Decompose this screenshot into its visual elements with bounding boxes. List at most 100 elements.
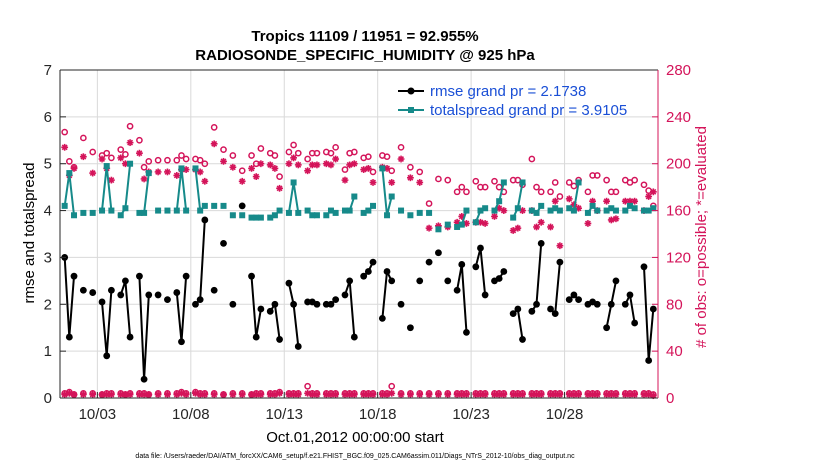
evaluated-obs-point xyxy=(514,391,522,398)
y-left-tick-label: 0 xyxy=(44,390,52,407)
totalspread-point xyxy=(365,207,372,214)
evaluated-obs-point xyxy=(70,165,78,172)
evaluated-marker-stroke xyxy=(164,168,171,175)
evaluated-obs-point xyxy=(416,179,424,186)
evaluated-marker-stroke xyxy=(519,207,526,214)
y-left-tick-label: 3 xyxy=(44,249,52,266)
evaluated-obs-point xyxy=(500,391,508,398)
rmse-point xyxy=(537,239,545,247)
totalspread-point xyxy=(80,209,87,216)
rmse-point xyxy=(229,300,237,308)
evaluated-obs-point xyxy=(369,179,377,186)
evaluated-marker-stroke xyxy=(276,185,283,192)
evaluated-marker-stroke xyxy=(514,225,521,232)
totalspread-point xyxy=(491,207,498,214)
evaluated-marker-stroke xyxy=(496,391,503,398)
rmse-point xyxy=(565,296,573,303)
evaluated-obs-point xyxy=(98,155,106,163)
evaluated-marker-stroke xyxy=(626,198,633,205)
totalspread-point xyxy=(103,163,110,170)
evaluated-marker-stroke xyxy=(407,391,414,398)
evaluated-obs-point xyxy=(547,391,554,398)
possible-obs-point xyxy=(145,158,153,165)
totalspread-point xyxy=(257,214,264,221)
evaluated-marker-stroke xyxy=(641,391,647,398)
totalspread-point xyxy=(650,205,657,212)
totalspread-point xyxy=(645,207,652,214)
evaluated-marker-stroke xyxy=(71,391,77,398)
evaluated-obs-point xyxy=(285,391,293,398)
evaluated-obs-point xyxy=(463,391,470,398)
evaluated-marker-stroke xyxy=(444,391,451,398)
evaluated-marker-stroke xyxy=(528,391,535,398)
y-left-tick-label: 6 xyxy=(44,109,52,126)
evaluated-marker-stroke xyxy=(491,213,498,220)
evaluated-obs-point xyxy=(290,154,297,162)
totalspread-point xyxy=(538,202,545,209)
y-axis-right-label: # of obs: o=possible; *=evaluated xyxy=(693,126,710,348)
evaluated-marker-stroke xyxy=(388,179,395,186)
evaluated-marker-stroke xyxy=(197,168,204,175)
evaluated-obs-point xyxy=(79,153,87,161)
possible-obs-point xyxy=(593,172,601,179)
possible-obs-point xyxy=(61,128,69,136)
rmse-point xyxy=(575,296,582,303)
evaluated-obs-point xyxy=(435,391,442,398)
evaluated-marker-stroke xyxy=(496,205,503,212)
y-left-tick-label: 2 xyxy=(44,296,52,313)
totalspread-point xyxy=(66,170,73,177)
totalspread-point xyxy=(594,207,601,214)
evaluated-obs-point xyxy=(537,391,545,398)
totalspread-point xyxy=(552,205,559,212)
rmse-point xyxy=(98,298,106,306)
totalspread-point xyxy=(141,209,148,216)
totalspread-point xyxy=(398,207,405,214)
rmse-point xyxy=(533,300,540,308)
evaluated-obs-point xyxy=(607,391,615,398)
totalspread-point xyxy=(71,212,78,219)
evaluated-obs-point xyxy=(257,391,265,398)
possible-obs-point xyxy=(332,143,339,151)
evaluated-obs-point xyxy=(257,160,265,168)
possible-obs-point xyxy=(271,152,279,159)
rmse-point xyxy=(509,310,517,318)
possible-obs-point xyxy=(383,153,391,161)
evaluated-obs-point xyxy=(612,391,620,398)
totalspread-point xyxy=(164,207,171,214)
possible-obs-point xyxy=(89,148,97,156)
evaluated-obs-point xyxy=(626,391,634,398)
possible-obs-point xyxy=(313,149,321,157)
evaluated-marker-stroke xyxy=(173,172,180,179)
evaluated-marker-stroke xyxy=(570,391,577,398)
evaluated-marker-stroke xyxy=(239,178,246,185)
evaluated-obs-point xyxy=(593,391,601,398)
rmse-point xyxy=(500,268,508,275)
x-tick-label: 10/28 xyxy=(546,406,584,423)
evaluated-marker-stroke xyxy=(365,391,372,398)
evaluated-obs-point xyxy=(164,168,171,176)
evaluated-obs-point xyxy=(589,197,596,205)
rmse-point xyxy=(453,286,461,294)
evaluated-obs-point xyxy=(136,149,143,157)
evaluated-marker-stroke xyxy=(103,391,110,398)
rmse-point xyxy=(551,310,559,318)
x-tick-label: 10/08 xyxy=(172,406,210,423)
evaluated-obs-point xyxy=(397,155,405,163)
evaluated-marker-stroke xyxy=(500,207,507,214)
rmse-point xyxy=(607,300,615,308)
evaluated-marker-stroke xyxy=(323,160,330,167)
rmse-point xyxy=(383,268,391,275)
rmse-point xyxy=(472,263,480,271)
evaluated-marker-stroke xyxy=(388,390,395,397)
evaluated-obs-point xyxy=(406,174,414,182)
possible-obs-point xyxy=(397,143,405,151)
evaluated-marker-stroke xyxy=(584,391,591,398)
evaluated-obs-point xyxy=(229,391,237,398)
totalspread-point xyxy=(384,212,391,219)
totalspread-point xyxy=(379,165,386,172)
evaluated-obs-point xyxy=(350,391,358,398)
evaluated-marker-stroke xyxy=(183,391,190,398)
totalspread-point xyxy=(477,207,484,214)
totalspread-point xyxy=(220,202,227,209)
rmse-point xyxy=(79,286,87,294)
